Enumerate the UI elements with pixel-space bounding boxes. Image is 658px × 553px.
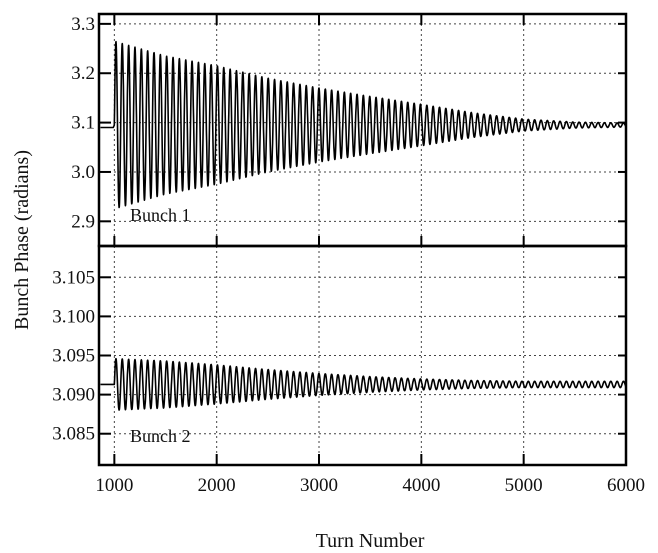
x-tick-label-6000: 6000: [607, 475, 645, 496]
y-tick-label-3.085: 3.085: [52, 424, 95, 445]
x-tick-label-4000: 4000: [402, 475, 440, 496]
y-tick-label-3: 3.0: [71, 162, 95, 183]
x-tick-label-2000: 2000: [198, 475, 236, 496]
y-tick-label-3.2: 3.2: [71, 63, 95, 84]
y-tick-label-3.1: 3.1: [71, 113, 95, 134]
x-ticks: 1000 2000 3000 4000 5000 6000: [95, 14, 645, 496]
y-tick-label-2.9: 2.9: [71, 211, 95, 232]
x-axis-label: Turn Number: [316, 530, 425, 552]
annotation-bunch-2: Bunch 2: [130, 426, 191, 446]
x-tick-label-1000: 1000: [95, 475, 133, 496]
y-tick-label-3.09: 3.090: [52, 385, 95, 406]
x-tick-label-5000: 5000: [505, 475, 543, 496]
y-axis-label: Bunch Phase (radians): [11, 150, 33, 330]
y-ticks-bunch-2: 3.085 3.090 3.095 3.100 3.105: [52, 267, 626, 445]
y-ticks-bunch-1: 2.9 3.0 3.1 3.2 3.3: [71, 14, 626, 232]
x-tick-label-3000: 3000: [300, 475, 338, 496]
y-tick-label-3.105: 3.105: [52, 267, 95, 288]
y-tick-label-3.095: 3.095: [52, 346, 95, 367]
trace-bunch-1: [100, 40, 627, 209]
frame-bunch-2: [97, 244, 628, 467]
panel-bunch-2: 3.085 3.090 3.095 3.100 3.105 Bunch 2: [52, 246, 627, 465]
y-tick-label-3.3: 3.3: [71, 14, 95, 35]
annotation-bunch-1: Bunch 1: [130, 205, 191, 225]
trace-bunch-2: [100, 357, 627, 411]
y-tick-label-3.1: 3.100: [52, 306, 95, 327]
panel-bunch-1: 2.9 3.0 3.1 3.2 3.3 Bunch 1: [71, 14, 627, 246]
